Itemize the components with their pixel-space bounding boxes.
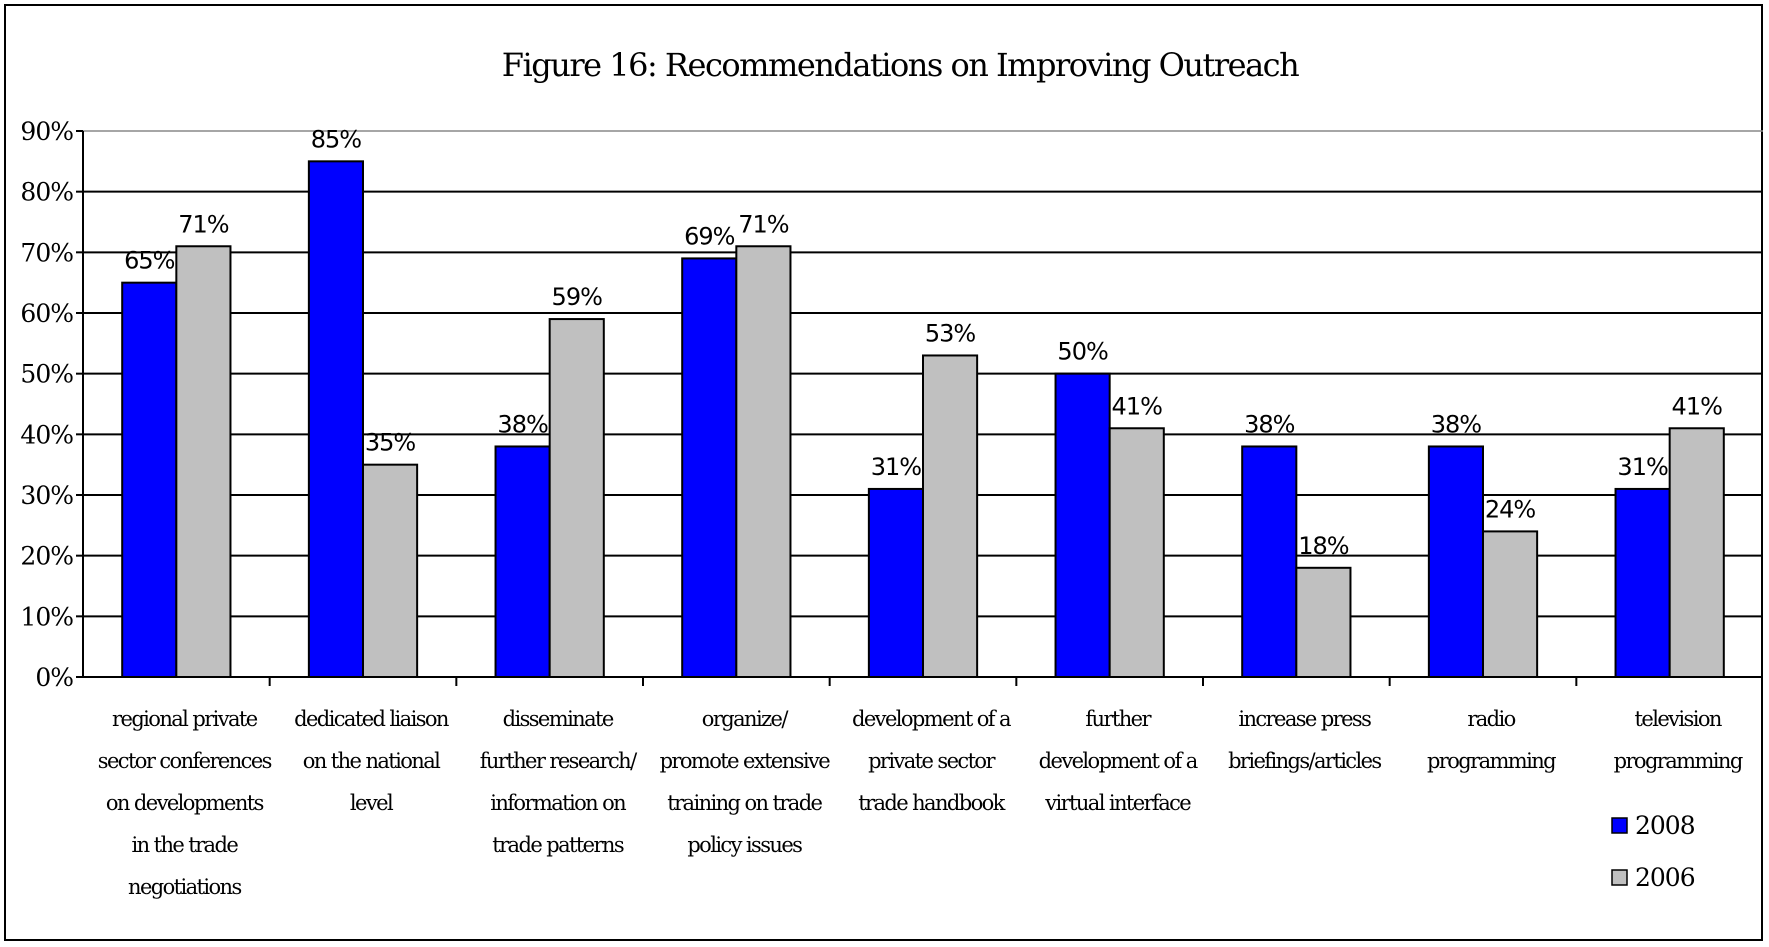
category-label: further research/ bbox=[480, 749, 638, 773]
data-label: 53% bbox=[925, 319, 976, 347]
category-label: further bbox=[1085, 707, 1152, 731]
bar-2006 bbox=[548, 318, 605, 678]
data-label: 38% bbox=[1244, 410, 1295, 438]
data-label: 59% bbox=[552, 283, 603, 311]
legend-label-2008: 2008 bbox=[1635, 811, 1695, 840]
bar-2008 bbox=[681, 257, 738, 678]
category-label: dedicated liaison bbox=[294, 707, 449, 731]
legend-swatch-2008 bbox=[1611, 817, 1628, 834]
category-label: briefings/articles bbox=[1228, 749, 1381, 773]
category-label: development of a bbox=[852, 707, 1011, 731]
category-label: programming bbox=[1427, 749, 1556, 773]
category-label: level bbox=[350, 791, 394, 815]
legend-label-2006: 2006 bbox=[1635, 863, 1695, 892]
category-label: regional private bbox=[112, 707, 258, 731]
category-label: trade handbook bbox=[858, 791, 1005, 815]
y-tick-label: 50% bbox=[20, 360, 73, 389]
data-label: 24% bbox=[1485, 495, 1536, 523]
y-tick-label: 0% bbox=[35, 663, 73, 692]
chart-title: Figure 16: Recommendations on Improving … bbox=[502, 46, 1299, 84]
bar-2008 bbox=[1614, 487, 1671, 678]
y-tick-label: 10% bbox=[20, 602, 73, 631]
bar-2008 bbox=[1427, 445, 1485, 679]
data-label: 41% bbox=[1672, 392, 1723, 420]
legend: 2008 2006 bbox=[1611, 811, 1696, 892]
bar-2006 bbox=[1668, 427, 1725, 678]
bar-2006 bbox=[362, 463, 419, 678]
legend-swatch-2006 bbox=[1611, 869, 1628, 886]
data-label: 85% bbox=[311, 125, 362, 153]
category-label: policy issues bbox=[687, 833, 802, 857]
data-label: 71% bbox=[738, 210, 789, 238]
bar-2006 bbox=[1295, 566, 1352, 678]
y-tick-label: 40% bbox=[20, 420, 73, 449]
data-label: 31% bbox=[1617, 453, 1668, 481]
bar-2008 bbox=[867, 487, 924, 678]
bar-2008 bbox=[307, 160, 365, 679]
y-tick-label: 60% bbox=[20, 299, 73, 328]
y-axis: 0% 10% 20% 30% 40% 50% 60% 70% 80% 90% bbox=[20, 117, 84, 692]
y-tick-label: 30% bbox=[20, 481, 73, 510]
category-label: in the trade bbox=[132, 833, 239, 857]
bar-2006 bbox=[922, 354, 979, 678]
bar-2006 bbox=[1108, 427, 1165, 678]
data-label: 69% bbox=[684, 222, 735, 250]
data-label: 38% bbox=[1431, 410, 1482, 438]
data-label: 71% bbox=[178, 210, 229, 238]
bar-2008 bbox=[494, 445, 551, 679]
bar-2008 bbox=[1054, 372, 1111, 678]
category-label: disseminate bbox=[503, 707, 614, 731]
category-label: trade patterns bbox=[492, 833, 624, 857]
category-label: sector conferences bbox=[98, 749, 272, 773]
category-label: promote extensive bbox=[660, 749, 831, 773]
category-label: negotiations bbox=[128, 875, 241, 899]
category-label: increase press bbox=[1238, 707, 1371, 731]
category-label: on developments bbox=[106, 791, 264, 815]
y-tick-label: 90% bbox=[20, 117, 73, 146]
category-label: programming bbox=[1614, 749, 1743, 773]
data-label: 65% bbox=[124, 247, 175, 275]
data-label: 31% bbox=[871, 453, 922, 481]
bar-2008 bbox=[1241, 445, 1298, 679]
y-tick-label: 80% bbox=[20, 178, 73, 207]
y-tick-label: 70% bbox=[20, 238, 73, 267]
category-label: radio bbox=[1467, 707, 1515, 731]
data-label: 18% bbox=[1298, 532, 1349, 560]
y-tick-label: 20% bbox=[20, 542, 73, 571]
category-label: television bbox=[1635, 707, 1722, 731]
x-axis: regional private sector conferences on dev… bbox=[83, 676, 1763, 899]
bar-2008 bbox=[121, 281, 178, 678]
bar-2006 bbox=[175, 245, 232, 678]
category-label: virtual interface bbox=[1044, 791, 1191, 815]
data-label: 50% bbox=[1057, 338, 1108, 366]
bars: 65%71%85%35%38%59%69% 71%31%53%50%41%38%1… bbox=[121, 125, 1725, 679]
category-label: information on bbox=[490, 791, 626, 815]
category-label: private sector bbox=[868, 749, 996, 773]
category-label: development of a bbox=[1039, 749, 1198, 773]
category-label: organize/ bbox=[702, 707, 790, 731]
bar-2006 bbox=[735, 245, 792, 678]
bar-2006 bbox=[1482, 530, 1539, 679]
category-label: on the national bbox=[303, 749, 441, 773]
data-label: 38% bbox=[497, 410, 548, 438]
data-label: 35% bbox=[365, 429, 416, 457]
category-label: training on trade bbox=[667, 791, 822, 815]
data-label: 41% bbox=[1112, 392, 1163, 420]
